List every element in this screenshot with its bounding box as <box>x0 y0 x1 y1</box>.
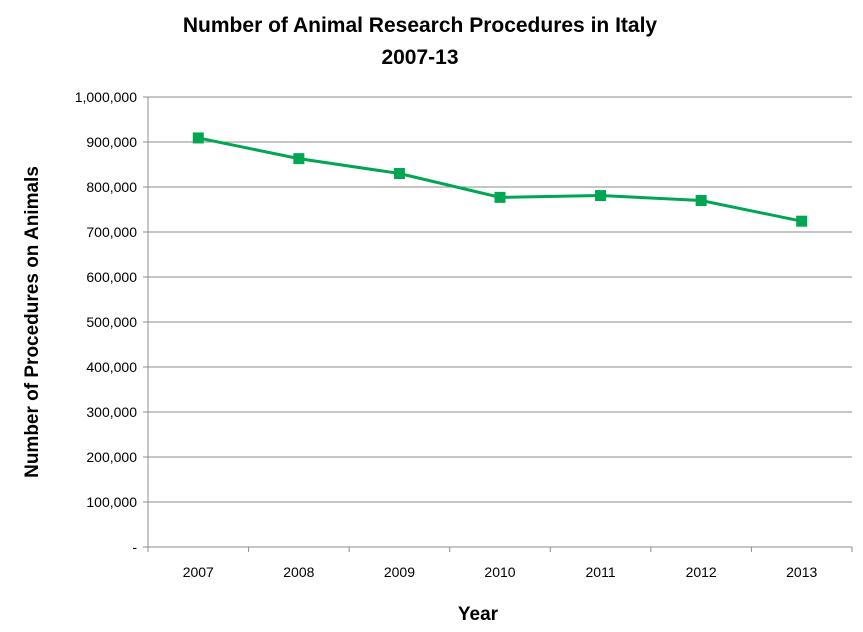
data-point-2011 <box>595 190 607 202</box>
y-tick-label: 600,000 <box>86 269 137 285</box>
y-axis-label: Number of Procedures on Animals <box>22 166 43 478</box>
x-tick-label: 2011 <box>586 564 616 580</box>
series-line <box>197 136 803 223</box>
chart-title-line1: Number of Animal Research Procedures in … <box>182 14 658 37</box>
x-tick-label: 2007 <box>183 564 214 580</box>
y-tick-label: 400,000 <box>86 359 137 375</box>
y-tick-label: 200,000 <box>86 449 137 465</box>
x-tick-label: 2009 <box>384 564 415 580</box>
y-tick-label: 700,000 <box>86 224 137 240</box>
x-tick-label: 2010 <box>484 564 515 580</box>
y-tick-label: 300,000 <box>86 404 137 420</box>
x-axis-label: Year <box>458 604 499 625</box>
data-point-2009 <box>393 168 405 179</box>
data-point-2013 <box>796 215 808 227</box>
x-tick-label: 2012 <box>686 564 717 580</box>
data-point-2007 <box>192 132 204 144</box>
y-tick-label: - <box>132 539 137 555</box>
x-tick-label: 2013 <box>786 564 817 580</box>
data-point-2010 <box>494 191 506 203</box>
y-tick-label: 100,000 <box>86 494 137 510</box>
data-point-2008 <box>293 153 305 165</box>
y-tick-label: 500,000 <box>86 314 137 330</box>
data-point-2012 <box>695 195 707 206</box>
x-tick-label: 2008 <box>283 564 314 580</box>
y-tick-label: 1,000,000 <box>75 89 137 105</box>
y-tick-label: 800,000 <box>86 179 137 195</box>
chart-title-line2: 2007-13 <box>381 46 459 69</box>
y-tick-label: 900,000 <box>86 134 137 150</box>
